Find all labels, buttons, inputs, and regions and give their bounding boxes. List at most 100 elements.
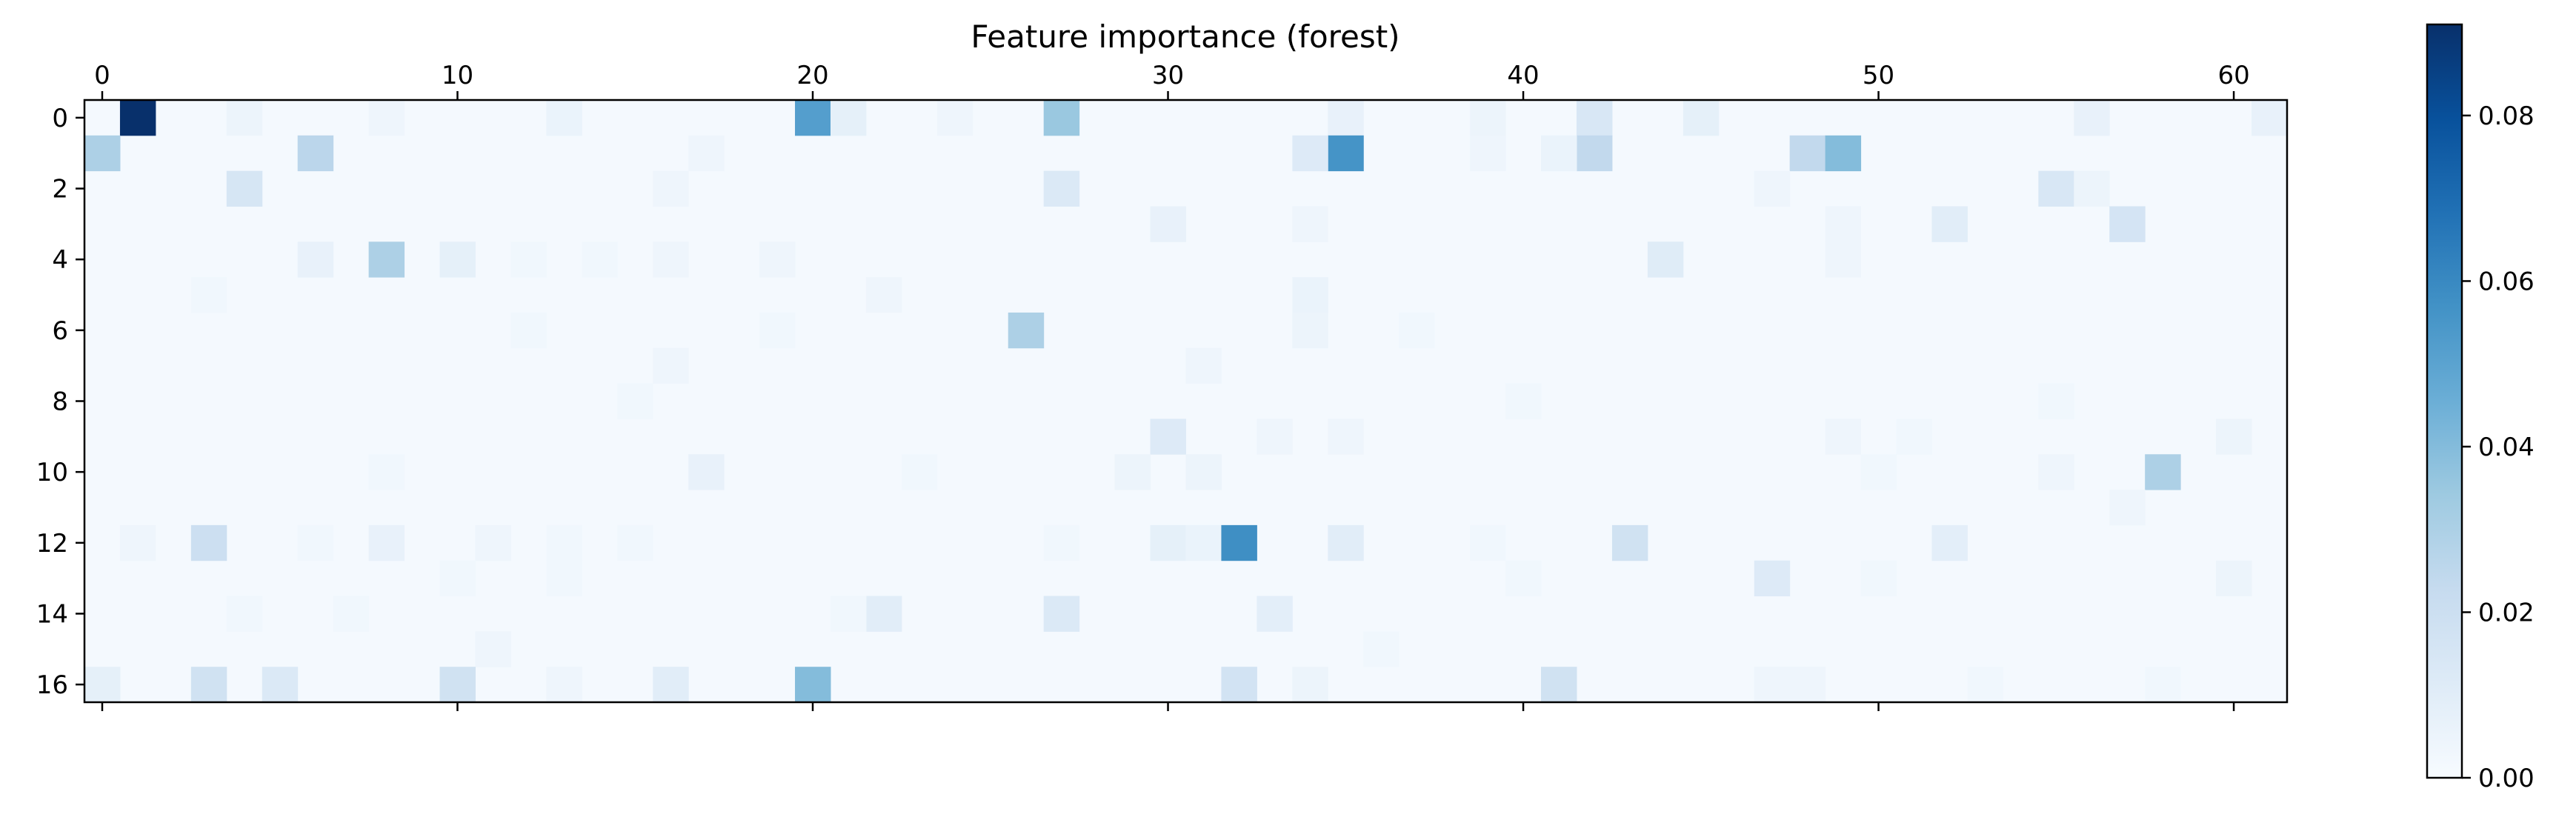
y-tick-label: 16 bbox=[36, 670, 68, 700]
heatmap-cell bbox=[2109, 490, 2146, 526]
heatmap-cell bbox=[1611, 524, 1648, 561]
y-tick-label: 4 bbox=[52, 245, 68, 275]
heatmap-cell bbox=[475, 524, 511, 561]
heatmap-cell bbox=[439, 560, 476, 597]
heatmap-cell bbox=[865, 596, 902, 632]
heatmap-cell bbox=[439, 241, 476, 278]
heatmap-cell bbox=[546, 667, 582, 703]
heatmap-cell bbox=[1647, 241, 1684, 278]
heatmap-cell bbox=[1470, 524, 1506, 561]
heatmap-cell bbox=[1931, 524, 1968, 561]
heatmap-cell bbox=[1043, 100, 1080, 136]
heatmap-cell bbox=[1399, 312, 1435, 349]
y-tick-label: 6 bbox=[52, 316, 68, 346]
heatmap-cell bbox=[1860, 454, 1897, 490]
y-tick-label: 2 bbox=[52, 175, 68, 204]
x-axis-bottom bbox=[101, 702, 2235, 711]
heatmap-cell bbox=[1789, 135, 1826, 172]
heatmap-cell bbox=[2038, 383, 2074, 419]
heatmap-cell bbox=[1931, 206, 1968, 242]
heatmap-cell bbox=[84, 135, 121, 172]
heatmap-cell bbox=[936, 100, 974, 136]
heatmap-cell bbox=[119, 100, 156, 136]
heatmap-cell bbox=[2038, 454, 2074, 490]
heatmap-cell bbox=[1292, 135, 1328, 172]
heatmap-cell bbox=[1363, 631, 1400, 667]
heatmap-cell bbox=[759, 241, 796, 278]
colorbar: 0.00 0.02 0.04 0.06 0.08 bbox=[2426, 23, 2535, 793]
heatmap-cell bbox=[226, 596, 263, 632]
heatmap-cell bbox=[368, 454, 405, 490]
heatmap-cell bbox=[1150, 524, 1186, 561]
heatmap-cell bbox=[1221, 667, 1257, 703]
heatmap-cell bbox=[439, 667, 476, 703]
heatmap-cell bbox=[653, 170, 689, 207]
heatmap-cell bbox=[1257, 596, 1293, 632]
heatmap-cells bbox=[84, 100, 2288, 703]
heatmap-cell bbox=[2216, 419, 2252, 455]
heatmap-cell bbox=[1221, 524, 1257, 561]
heatmap-cell bbox=[510, 241, 547, 278]
heatmap-cell bbox=[1825, 419, 1862, 455]
heatmap-cell bbox=[84, 667, 121, 703]
heatmap-cell bbox=[1043, 524, 1080, 561]
heatmap-cell bbox=[1754, 560, 1791, 597]
heatmap-cell bbox=[2216, 560, 2252, 597]
heatmap-cell bbox=[1008, 312, 1045, 349]
x-axis-top: 0 10 20 30 40 50 60 bbox=[94, 61, 2250, 100]
heatmap-cell bbox=[546, 100, 582, 136]
heatmap-cell bbox=[190, 667, 227, 703]
heatmap-cell bbox=[546, 524, 582, 561]
heatmap-cell bbox=[1860, 560, 1897, 597]
heatmap-cell bbox=[2074, 100, 2110, 136]
heatmap-cell bbox=[1576, 135, 1613, 172]
y-tick-label: 0 bbox=[52, 104, 68, 133]
colorbar-tick-label: 0.06 bbox=[2478, 267, 2535, 296]
heatmap-cell bbox=[1825, 206, 1862, 242]
x-tick-label-top: 10 bbox=[442, 61, 473, 90]
heatmap-cell bbox=[1114, 454, 1151, 490]
heatmap-cell bbox=[1328, 419, 1364, 455]
heatmap-cell bbox=[546, 560, 582, 597]
heatmap-cell bbox=[688, 454, 725, 490]
heatmap-cell bbox=[190, 524, 227, 561]
x-tick-label-top: 20 bbox=[796, 61, 828, 90]
heatmap-cell bbox=[262, 667, 299, 703]
heatmap-cell bbox=[653, 667, 689, 703]
heatmap-cell bbox=[368, 241, 405, 278]
heatmap-cell bbox=[653, 241, 689, 278]
heatmap-cell bbox=[1292, 206, 1328, 242]
heatmap-cell bbox=[190, 277, 227, 313]
heatmap-cell bbox=[1292, 312, 1328, 349]
heatmap-background bbox=[84, 100, 2287, 702]
heatmap-cell bbox=[2145, 667, 2181, 703]
chart-title: Feature importance (forest) bbox=[971, 19, 1400, 55]
heatmap-cell bbox=[1505, 383, 1542, 419]
heatmap-cell bbox=[830, 596, 867, 632]
x-tick-label-top: 60 bbox=[2217, 61, 2249, 90]
heatmap-cell bbox=[1257, 419, 1293, 455]
heatmap-cell bbox=[1541, 667, 1577, 703]
heatmap-cell bbox=[1789, 667, 1826, 703]
colorbar-tick-label: 0.08 bbox=[2478, 101, 2535, 131]
y-axis: 0 2 4 6 8 10 12 14 16 bbox=[36, 104, 84, 700]
heatmap-cell bbox=[582, 241, 618, 278]
heatmap-cell bbox=[226, 100, 263, 136]
heatmap-cell bbox=[617, 383, 653, 419]
heatmap-cell bbox=[226, 170, 263, 207]
heatmap-cell bbox=[1470, 135, 1506, 172]
heatmap-cell bbox=[1683, 100, 1720, 136]
heatmap-cell bbox=[688, 135, 725, 172]
heatmap-cell bbox=[1967, 667, 2003, 703]
heatmap-cell bbox=[1541, 135, 1577, 172]
heatmap-cell bbox=[1185, 524, 1222, 561]
colorbar-tick-label: 0.04 bbox=[2478, 433, 2535, 462]
heatmap-cell bbox=[2038, 170, 2074, 207]
x-tick-label-top: 50 bbox=[1863, 61, 1894, 90]
heatmap-cell bbox=[368, 524, 405, 561]
heatmap-cell bbox=[1576, 100, 1613, 136]
heatmap-cell bbox=[1896, 419, 1932, 455]
heatmap-cell bbox=[297, 524, 334, 561]
